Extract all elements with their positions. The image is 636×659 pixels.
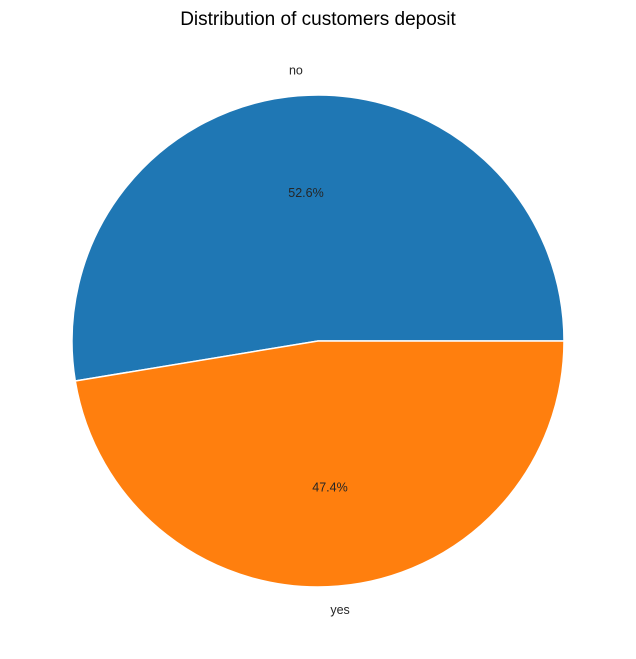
slice-percent-yes: 47.4% xyxy=(312,480,347,494)
pie-slice-no xyxy=(71,94,565,382)
slice-label-yes: yes xyxy=(330,603,349,617)
slice-label-no: no xyxy=(289,64,303,78)
slice-percent-no: 52.6% xyxy=(288,186,323,200)
pie-slices xyxy=(71,94,565,588)
pie-labels: no 52.6% yes 47.4% xyxy=(288,64,350,617)
chart-title: Distribution of customers deposit xyxy=(180,9,456,30)
pie-slice-yes xyxy=(74,340,565,588)
